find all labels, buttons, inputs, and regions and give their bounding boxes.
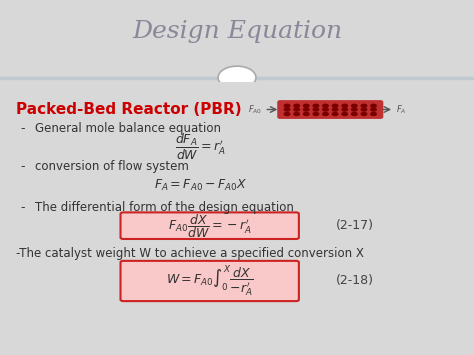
Text: The differential form of the design equation: The differential form of the design equa…	[35, 201, 293, 214]
Circle shape	[294, 108, 300, 111]
Circle shape	[332, 108, 338, 111]
Circle shape	[294, 104, 300, 107]
Text: General mole balance equation: General mole balance equation	[35, 122, 220, 135]
Circle shape	[284, 108, 290, 111]
Circle shape	[371, 113, 376, 115]
Circle shape	[303, 113, 309, 115]
Circle shape	[342, 113, 347, 115]
Circle shape	[342, 108, 347, 111]
Circle shape	[361, 108, 366, 111]
Text: $W = F_{A0}\int_0^X \dfrac{dX}{-r_A^{\prime}}$: $W = F_{A0}\int_0^X \dfrac{dX}{-r_A^{\pr…	[166, 263, 254, 299]
Circle shape	[361, 104, 366, 107]
Circle shape	[342, 104, 347, 107]
Circle shape	[352, 108, 357, 111]
Circle shape	[284, 104, 290, 107]
Circle shape	[323, 104, 328, 107]
Text: $F_{A0}\dfrac{dX}{dW} = -r_A^{\prime}$: $F_{A0}\dfrac{dX}{dW} = -r_A^{\prime}$	[168, 212, 252, 240]
Text: $F_A = F_{A0} - F_{A0}X$: $F_A = F_{A0} - F_{A0}X$	[154, 178, 247, 193]
Text: Packed-Bed Reactor (PBR): Packed-Bed Reactor (PBR)	[16, 102, 242, 117]
Text: $F_A$: $F_A$	[396, 103, 407, 116]
Circle shape	[313, 104, 319, 107]
Circle shape	[332, 104, 338, 107]
Circle shape	[294, 113, 300, 115]
Circle shape	[352, 113, 357, 115]
FancyBboxPatch shape	[120, 212, 299, 239]
FancyBboxPatch shape	[120, 261, 299, 301]
Circle shape	[371, 108, 376, 111]
Ellipse shape	[218, 66, 256, 89]
Text: $\dfrac{dF_A}{dW} = r_A^{\prime}$: $\dfrac{dF_A}{dW} = r_A^{\prime}$	[175, 132, 226, 162]
Text: -: -	[21, 160, 25, 173]
Text: -: -	[21, 122, 25, 135]
Circle shape	[323, 108, 328, 111]
Text: (2-18): (2-18)	[337, 274, 374, 288]
FancyBboxPatch shape	[278, 101, 383, 118]
Circle shape	[284, 113, 290, 115]
Circle shape	[323, 113, 328, 115]
Circle shape	[371, 104, 376, 107]
Text: -: -	[21, 201, 25, 214]
Circle shape	[303, 108, 309, 111]
Circle shape	[303, 104, 309, 107]
Circle shape	[332, 113, 338, 115]
Circle shape	[313, 108, 319, 111]
Text: conversion of flow system: conversion of flow system	[35, 160, 188, 173]
Text: -The catalyst weight W to achieve a specified conversion X: -The catalyst weight W to achieve a spec…	[16, 247, 364, 260]
Text: (2-17): (2-17)	[337, 219, 374, 232]
Circle shape	[352, 104, 357, 107]
Text: Design Equation: Design Equation	[132, 20, 342, 43]
Text: $F_{A0}$: $F_{A0}$	[248, 103, 262, 116]
Circle shape	[313, 113, 319, 115]
Circle shape	[361, 113, 366, 115]
